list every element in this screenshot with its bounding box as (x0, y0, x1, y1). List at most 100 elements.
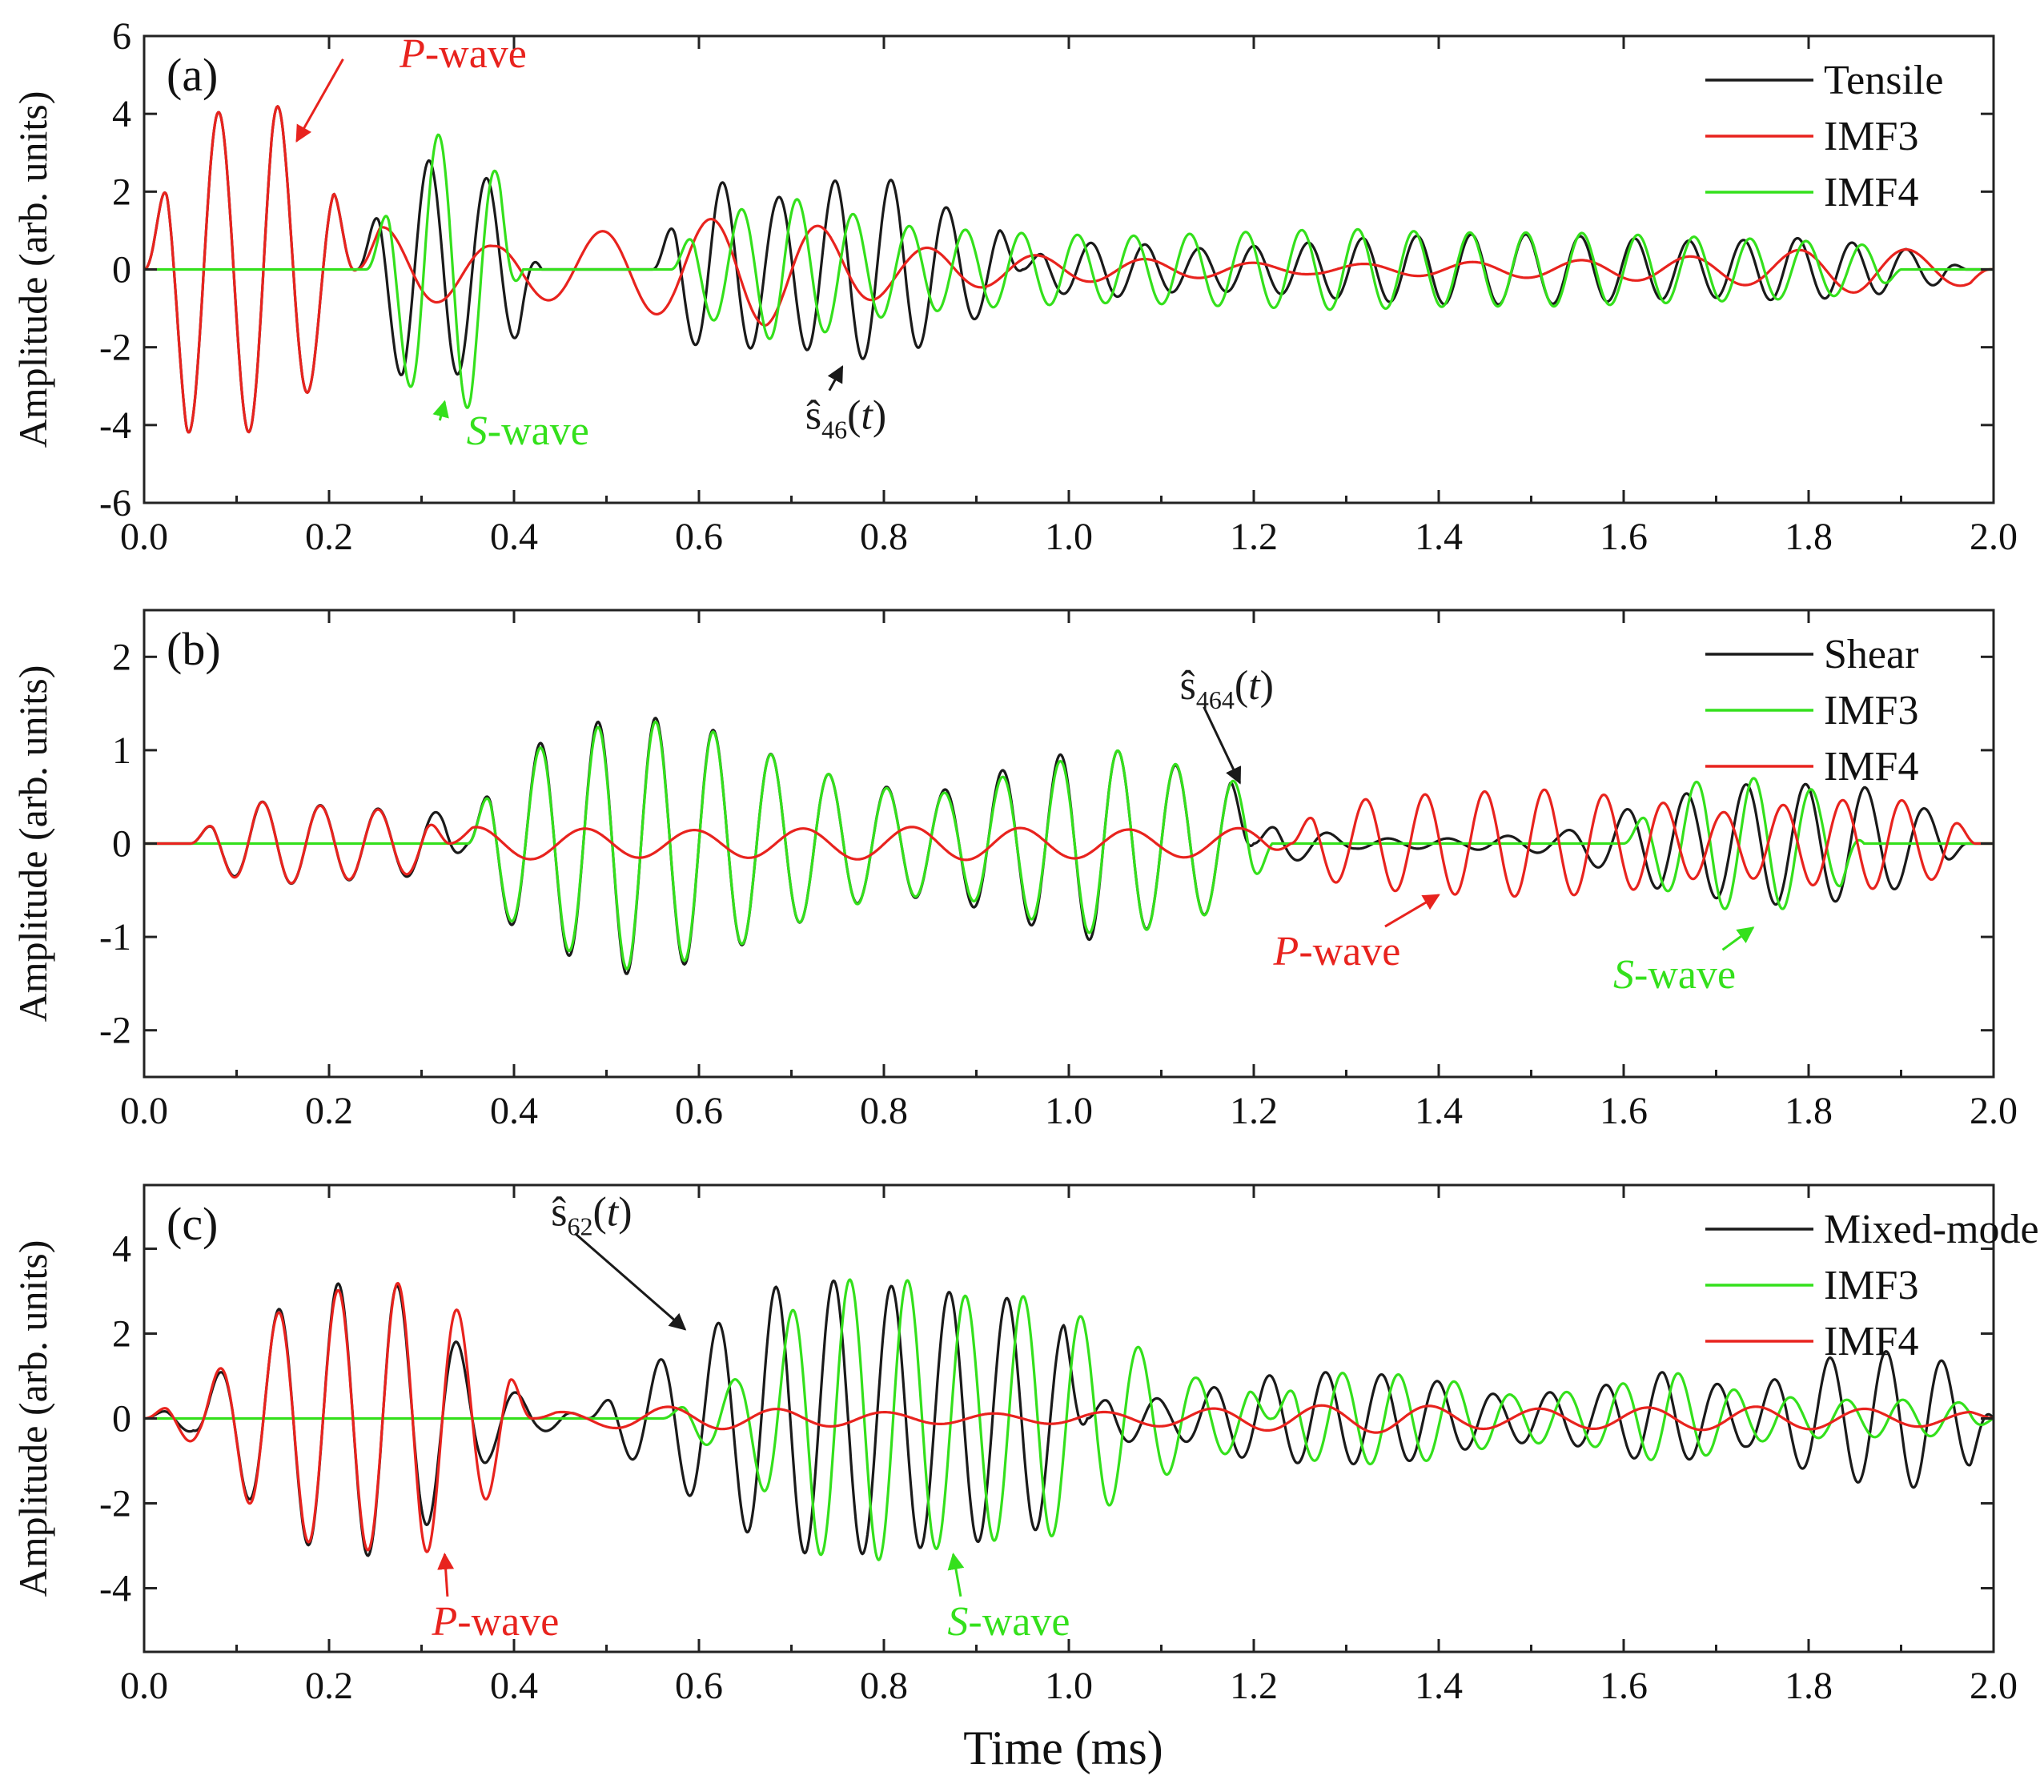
y-tick-label: -6 (99, 482, 131, 524)
annotation-subscript: 46 (821, 416, 847, 444)
annotation-arrow (1721, 926, 1755, 951)
x-tick-label: 0.6 (675, 1090, 723, 1132)
annotation-rest: -wave (457, 1599, 559, 1645)
annotation-text: ŝ464(t) (1180, 663, 1274, 714)
annotation-rest: -wave (968, 1599, 1070, 1645)
annotation-arrow (574, 1232, 687, 1331)
y-tick-label: 2 (112, 636, 131, 678)
annotation-paren: ( (1235, 663, 1248, 709)
panel-c: 0.0 0.2 0.4 0.6 0.8 1.0 1.2 1.4 1.6 1.8 2.0 4 2 0 -2 -4… (10, 1183, 2039, 1707)
legend-label: Shear (1824, 632, 1918, 677)
y-tick-label: 2 (112, 171, 131, 213)
legend-label: IMF3 (1824, 1263, 1918, 1308)
series-line-imf4 (144, 133, 1994, 409)
y-tick-label: -4 (99, 1568, 131, 1610)
x-tick-label: 2.0 (1970, 1090, 2018, 1132)
annotation-t: t (607, 1189, 620, 1235)
legend-label: IMF4 (1824, 170, 1918, 215)
annotation-t: t (1248, 663, 1261, 709)
annotation-italic: S (1613, 952, 1634, 998)
x-tick-label: 2.0 (1970, 1665, 2018, 1707)
annotation-text: ŝ46(t) (805, 393, 886, 444)
y-tick-label: -2 (99, 1483, 131, 1525)
annotation-paren: ) (1260, 663, 1274, 709)
annotation-arrow (1384, 894, 1440, 928)
x-tick-label: 0.2 (305, 1665, 353, 1707)
series-line-imf3 (144, 1278, 1994, 1561)
series-line-imf4 (144, 788, 1994, 898)
x-tick-label: 1.8 (1785, 1090, 1833, 1132)
annotation-arrow (437, 1553, 455, 1597)
x-tick-label: 1.2 (1230, 1665, 1278, 1707)
legend-label: IMF3 (1824, 688, 1918, 733)
annotation-rest: -wave (1299, 929, 1400, 974)
annotation-b-pwave: P-wave (1273, 894, 1440, 974)
x-tick-label: 0.4 (490, 516, 538, 558)
legend: Tensile IMF3 IMF4 (1705, 58, 1943, 215)
annotation-text: S-wave (467, 408, 589, 454)
annotation-text: S-wave (947, 1599, 1070, 1645)
y-axis-label: Amplitude (arb. units) (10, 665, 55, 1023)
annotation-arrow (1203, 706, 1242, 785)
series-group (144, 1278, 1994, 1561)
legend-label: IMF4 (1824, 744, 1918, 790)
series-line-imf3 (144, 105, 1994, 434)
annotation-italic: P (1273, 929, 1299, 974)
x-tick-label: 1.4 (1415, 1665, 1463, 1707)
x-axis-label: Time (ms) (963, 1722, 1163, 1774)
annotation-s-hat: ŝ (551, 1189, 567, 1235)
annotation-a-pwave: P-wave (295, 31, 527, 143)
annotation-arrow (432, 400, 449, 421)
x-tick-label: 1.4 (1415, 1090, 1463, 1132)
annotation-a-shat: ŝ46(t) (805, 365, 886, 444)
y-tick-label: -2 (99, 327, 131, 369)
y-tick-label: -2 (99, 1010, 131, 1052)
annotation-text: P-wave (432, 1599, 560, 1645)
series-group (144, 717, 1994, 975)
annotation-paren: ( (592, 1189, 606, 1235)
x-tick-label: 0.2 (305, 516, 353, 558)
panel-label: (c) (167, 1198, 218, 1250)
y-tick-label: 0 (112, 1398, 131, 1440)
legend-label: Tensile (1824, 58, 1943, 103)
annotation-b-shat: ŝ464(t) (1180, 663, 1274, 785)
x-tick-label: 1.0 (1045, 1090, 1093, 1132)
annotation-s-hat: ŝ (805, 393, 821, 439)
panel-b: 0.0 0.2 0.4 0.6 0.8 1.0 1.2 1.4 1.6 1.8 2.0 2 1 0 -1 -2… (10, 609, 2018, 1132)
annotation-subscript: 464 (1196, 685, 1235, 714)
y-tick-label: 0 (112, 249, 131, 291)
x-tick-label: 1.0 (1045, 1665, 1093, 1707)
x-tick-label: 0.8 (860, 1090, 908, 1132)
annotation-paren: ) (873, 393, 886, 439)
x-tick-label: 0.4 (490, 1665, 538, 1707)
y-axis-label: Amplitude (arb. units) (10, 1240, 55, 1597)
annotation-text: S-wave (1613, 952, 1736, 998)
annotation-italic: S (467, 408, 488, 454)
panel-a: 0.0 0.2 0.4 0.6 0.8 1.0 1.2 1.4 1.6 1.8 2.0 6 4 2 0 -2 -… (10, 15, 2018, 558)
y-tick-label: -1 (99, 916, 131, 958)
series-line-imf4 (144, 1281, 1994, 1553)
x-tick-label: 1.6 (1600, 516, 1648, 558)
x-tick-label: 1.6 (1600, 1665, 1648, 1707)
series-group (144, 105, 1994, 434)
y-tick-label: -4 (99, 404, 131, 447)
legend: Shear IMF3 IMF4 (1705, 632, 1918, 790)
x-tick-label: 0.0 (120, 1665, 168, 1707)
annotation-arrow (295, 58, 344, 143)
y-tick-label: 6 (112, 15, 131, 58)
annotation-c-shat: ŝ62(t) (551, 1189, 687, 1331)
y-tick-label: 4 (112, 1228, 131, 1271)
annotation-text: ŝ62(t) (551, 1189, 632, 1240)
x-tick-label: 1.6 (1600, 1090, 1648, 1132)
x-tick-label: 0.2 (305, 1090, 353, 1132)
y-tick-label: 2 (112, 1313, 131, 1356)
annotation-text: P-wave (1273, 929, 1401, 974)
annotation-t: t (861, 393, 873, 439)
annotation-text: P-wave (399, 31, 527, 77)
annotation-c-swave: S-wave (947, 1553, 1070, 1645)
annotation-rest: -wave (1634, 952, 1736, 998)
x-tick-label: 0.4 (490, 1090, 538, 1132)
x-tick-label: 0.8 (860, 1665, 908, 1707)
x-tick-label: 0.0 (120, 1090, 168, 1132)
